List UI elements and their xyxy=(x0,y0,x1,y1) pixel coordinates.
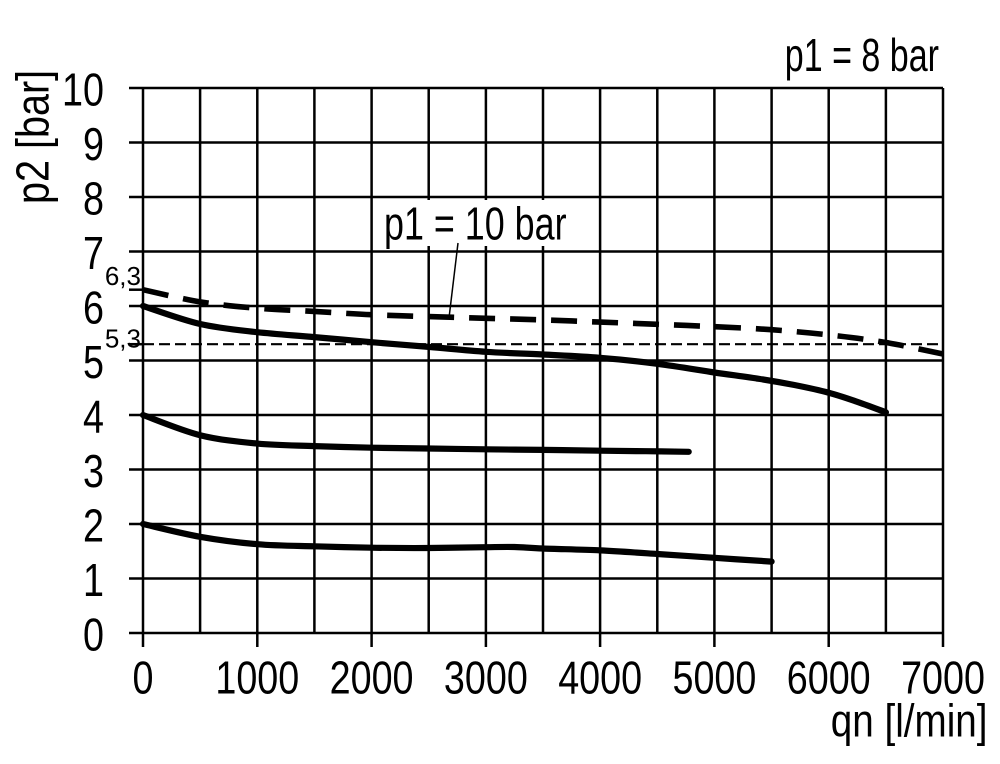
svg-text:7000: 7000 xyxy=(901,652,985,703)
svg-text:p1 = 10 bar: p1 = 10 bar xyxy=(384,198,567,249)
svg-text:6000: 6000 xyxy=(787,652,871,703)
svg-text:8: 8 xyxy=(83,173,104,224)
svg-text:1: 1 xyxy=(83,554,104,605)
svg-text:p2 [bar]: p2 [bar] xyxy=(8,70,59,204)
svg-text:4000: 4000 xyxy=(558,652,642,703)
svg-text:6,3: 6,3 xyxy=(105,261,141,291)
svg-text:3000: 3000 xyxy=(444,652,528,703)
svg-text:3: 3 xyxy=(83,445,104,496)
svg-text:7: 7 xyxy=(83,227,104,278)
svg-text:qn [l/min]: qn [l/min] xyxy=(831,695,988,746)
svg-text:2: 2 xyxy=(83,500,104,551)
svg-text:4: 4 xyxy=(83,391,104,442)
svg-text:5: 5 xyxy=(83,336,104,387)
svg-text:1000: 1000 xyxy=(215,652,299,703)
svg-text:p1 = 8 bar: p1 = 8 bar xyxy=(785,29,939,81)
svg-text:9: 9 xyxy=(83,118,104,169)
svg-text:0: 0 xyxy=(83,609,104,660)
svg-text:0: 0 xyxy=(133,652,154,703)
svg-text:5000: 5000 xyxy=(672,652,756,703)
svg-text:6: 6 xyxy=(83,282,104,333)
svg-text:5,3: 5,3 xyxy=(105,324,141,354)
svg-text:10: 10 xyxy=(62,64,104,115)
svg-text:2000: 2000 xyxy=(330,652,414,703)
